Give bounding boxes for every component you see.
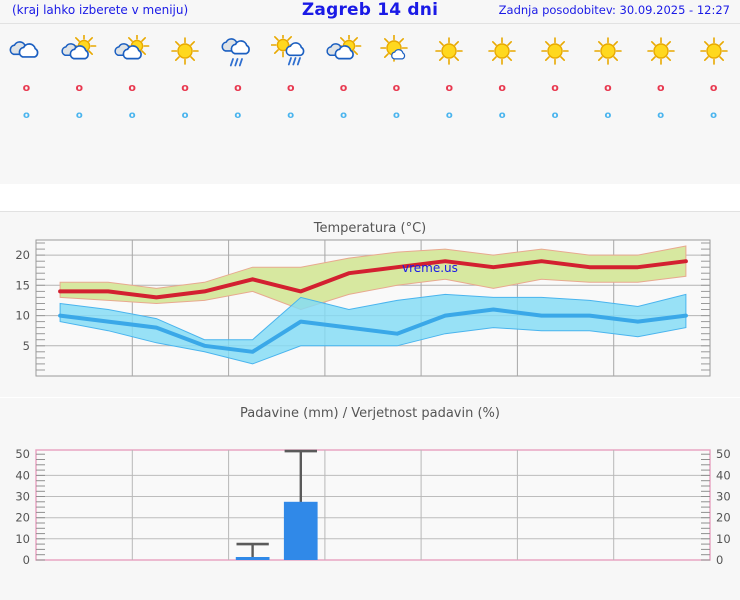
- max-temperature: o: [445, 81, 454, 94]
- cloudy-icon: [0, 32, 53, 72]
- svg-text:15: 15: [15, 278, 30, 292]
- sun-rain-icon: [264, 32, 317, 72]
- svg-text:10: 10: [15, 309, 30, 323]
- page-header: (kraj lahko izberete v meniju) Zagreb 14…: [0, 0, 740, 22]
- min-temperature: o: [287, 109, 295, 121]
- max-temperature: o: [551, 81, 559, 94]
- svg-text:20: 20: [716, 511, 731, 525]
- max-temperature: o: [128, 81, 136, 94]
- min-temperature: o: [657, 109, 665, 121]
- sunny-icon: [687, 32, 740, 72]
- last-update: Zadnja posodobitev: 30.09.2025 - 12:27: [498, 3, 730, 17]
- min-temperature: o: [498, 109, 506, 121]
- rain-icon: [211, 32, 264, 72]
- partly-sunny-icon: [106, 32, 159, 72]
- svg-text:40: 40: [716, 468, 731, 482]
- min-temperature: o: [393, 109, 400, 121]
- min-temperature: o: [551, 109, 559, 121]
- max-temperature: o: [392, 81, 401, 94]
- sunny-icon: [159, 32, 212, 72]
- min-temperature: o: [234, 109, 242, 121]
- sunny-icon: [476, 32, 529, 72]
- max-temperature: o: [709, 81, 718, 94]
- min-temperature: o: [128, 109, 136, 121]
- partly-sunny-icon: [317, 32, 370, 72]
- min-temperature: o: [75, 109, 83, 121]
- max-temperature: o: [656, 81, 665, 94]
- sunny-icon: [423, 32, 476, 72]
- min-temperature: o: [340, 109, 348, 121]
- min-temperature: o: [710, 109, 718, 121]
- sunny-icon: [529, 32, 582, 72]
- svg-text:30: 30: [716, 490, 731, 504]
- svg-text:40: 40: [15, 468, 30, 482]
- header-divider: [0, 23, 740, 24]
- svg-text:20: 20: [15, 248, 30, 262]
- sun-small-cloud-icon: [370, 32, 423, 72]
- min-temperature: o: [22, 109, 30, 121]
- svg-text:vreme.us: vreme.us: [402, 261, 458, 275]
- svg-text:10: 10: [15, 532, 30, 546]
- sunny-icon: [581, 32, 634, 72]
- section-spacer: [0, 184, 740, 211]
- max-temperature: o: [339, 81, 348, 94]
- min-temperature: o: [604, 109, 612, 121]
- section-divider: [0, 211, 740, 212]
- precipitation-chart: 0 0 10 10 20 20 30 30 40 40 50 50: [15, 447, 731, 567]
- precipitation-chart-title: Padavine (mm) / Verjetnost padavin (%): [240, 406, 500, 421]
- svg-text:50: 50: [15, 447, 30, 461]
- svg-text:5: 5: [23, 339, 30, 353]
- temperature-chart: 5 10 15 20 vreme.us: [15, 239, 711, 377]
- svg-text:0: 0: [716, 553, 723, 567]
- svg-text:0: 0: [23, 553, 30, 567]
- temperature-chart-title: Temperatura (°C): [313, 221, 427, 236]
- max-temperature: o: [75, 81, 84, 94]
- chart-divider: [0, 397, 740, 398]
- max-temperature: o: [498, 81, 506, 94]
- min-temperature: o: [445, 109, 453, 121]
- max-temperature: o: [22, 81, 31, 94]
- page-title: Zagreb 14 dni: [301, 0, 439, 20]
- max-temperature: o: [234, 81, 242, 94]
- max-temperature: o: [604, 81, 612, 94]
- svg-text:20: 20: [15, 511, 30, 525]
- svg-text:50: 50: [716, 447, 731, 461]
- partly-sunny-icon: [53, 32, 106, 72]
- min-temperature: o: [181, 109, 189, 121]
- svg-text:30: 30: [15, 490, 30, 504]
- location-hint: (kraj lahko izberete v meniju): [12, 3, 189, 17]
- sunny-icon: [634, 32, 687, 72]
- svg-text:10: 10: [716, 532, 731, 546]
- max-temperature: o: [286, 81, 295, 94]
- max-temperature: o: [181, 81, 189, 94]
